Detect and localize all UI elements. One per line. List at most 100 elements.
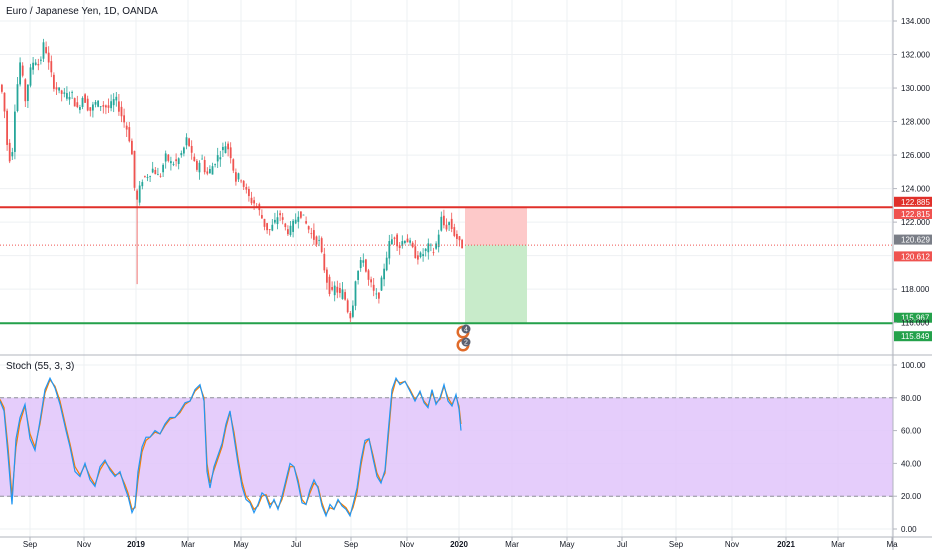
candle (372, 278, 375, 297)
candle (21, 62, 24, 78)
events[interactable]: 42 (456, 324, 471, 352)
candle (326, 267, 328, 290)
candlestick-series (1, 38, 463, 323)
candle (271, 219, 274, 232)
candle (99, 106, 102, 112)
candle (14, 104, 16, 160)
candle (34, 59, 37, 66)
candle (24, 78, 27, 108)
candle (297, 211, 300, 229)
candle (11, 147, 14, 160)
candle (175, 153, 177, 167)
time-axis[interactable]: Sep Nov 2019 Mar May Jul Sep Nov 2020 Mar May Jul Se… (23, 537, 898, 549)
price-tag-label: 122.885 (901, 198, 930, 207)
candle (313, 223, 315, 245)
candle (84, 93, 86, 103)
candle (396, 233, 398, 251)
candle (123, 108, 125, 128)
price-tick-label: 134.000 (901, 17, 930, 26)
candle (118, 94, 120, 116)
candle (76, 95, 79, 109)
time-tick-label: Jul (291, 540, 301, 549)
time-tick-label: Nov (77, 540, 91, 549)
stoch-tick-label: 20.00 (901, 492, 922, 501)
candle (406, 234, 409, 243)
event-badge[interactable]: 2 (456, 337, 471, 352)
candle (180, 150, 183, 158)
candle (404, 240, 406, 245)
candle (102, 101, 105, 114)
candle (346, 298, 349, 314)
time-tick-label: 2021 (777, 540, 795, 549)
candle (16, 77, 19, 113)
time-tick-label: 2020 (450, 540, 468, 549)
candle (1, 83, 3, 94)
candle (419, 251, 422, 259)
candle (216, 147, 219, 169)
price-axis[interactable]: 134.000 132.000 130.000 128.000 126.000 124.0… (893, 17, 930, 328)
time-tick-label: May (559, 540, 574, 549)
event-badge[interactable]: 4 (456, 324, 471, 339)
candle (430, 243, 432, 252)
candle (206, 167, 209, 176)
candle (354, 280, 357, 311)
candle (344, 289, 346, 301)
candle (245, 183, 248, 194)
stoch-tick-label: 40.00 (901, 459, 922, 468)
candle (157, 167, 159, 176)
price-tick-label: 132.000 (901, 51, 930, 60)
candle (146, 174, 149, 182)
stop-loss-zone[interactable] (465, 207, 527, 246)
take-profit-zone[interactable] (465, 245, 527, 324)
candle (151, 161, 154, 174)
price-tag-label: 120.612 (901, 252, 930, 261)
candle (58, 87, 60, 94)
candle (71, 90, 73, 99)
candle (224, 141, 227, 154)
candle (383, 263, 385, 287)
candle (336, 280, 339, 299)
candle (284, 222, 287, 231)
price-tick-label: 124.000 (901, 185, 930, 194)
candle (274, 212, 276, 225)
candle (86, 95, 89, 112)
candle (318, 235, 320, 247)
candle (154, 167, 157, 175)
candle (357, 270, 359, 285)
candle (222, 142, 224, 158)
candle (149, 175, 151, 182)
stoch-tick-label: 0.00 (901, 525, 917, 534)
candle (362, 253, 365, 267)
candle (115, 91, 118, 107)
candle (138, 180, 141, 206)
candle (235, 168, 237, 186)
stoch-tick-label: 80.00 (901, 394, 922, 403)
candle (8, 139, 11, 164)
time-tick-label: Nov (400, 540, 414, 549)
candle (310, 227, 313, 239)
candle (133, 150, 136, 191)
event-count: 2 (464, 340, 468, 347)
candle (188, 137, 190, 147)
time-tick-label: Jul (617, 540, 627, 549)
price-tick-label: 118.000 (901, 285, 930, 294)
candle (40, 56, 42, 65)
candle (339, 282, 341, 298)
candle (258, 202, 261, 216)
candle (448, 221, 450, 231)
time-tick-label: Sep (344, 540, 359, 549)
stoch-band (0, 397, 893, 497)
price-tick-label: 122.000 (901, 218, 930, 227)
candle (237, 172, 240, 183)
price-tick-label: 126.000 (901, 151, 930, 160)
candle (32, 56, 34, 75)
candle (445, 218, 448, 232)
stoch-axis[interactable]: 100.00 80.00 60.00 40.00 20.00 0.00 (893, 361, 926, 534)
candle (45, 41, 47, 54)
candle (131, 138, 133, 155)
candle (164, 150, 167, 169)
candle (53, 72, 55, 92)
candle (92, 101, 94, 118)
